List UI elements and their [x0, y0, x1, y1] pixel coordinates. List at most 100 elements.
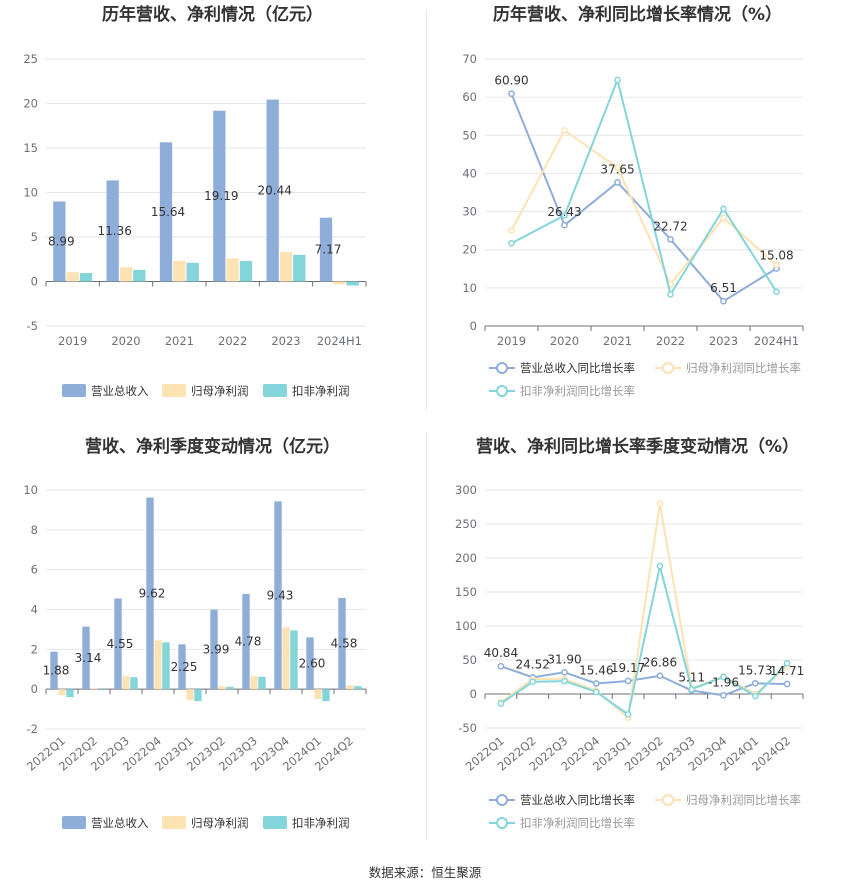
data-point [751, 692, 759, 700]
legend-label: 归母净利润 [191, 816, 249, 830]
x-tick-label: 2021 [603, 334, 632, 348]
bar [98, 689, 106, 691]
quarterly-bar-chart: 营收、净利季度变动情况（亿元）-202468102022Q12022Q22022… [23, 436, 367, 830]
y-tick-label: 0 [31, 682, 38, 696]
y-tick-label: 25 [23, 52, 38, 66]
annual-growth-line-chart: 历年营收、净利同比增长率情况（%） 0 10 20 30 40 50 60 70 2019 2020… [462, 4, 804, 398]
legend-swatch-marker [496, 362, 508, 374]
data-label: 8.99 [48, 234, 75, 248]
data-point [497, 662, 505, 670]
x-tick-label: 2023 [709, 334, 738, 348]
bar [239, 261, 253, 282]
bar [66, 689, 74, 698]
x-tick-label: 2023 [271, 334, 300, 348]
annual-bar-chart-panel: 历年营收、净利情况（亿元） -5 0 5 10 15 20 25 2019 2020 2021 202… [0, 0, 425, 410]
y-tick-label: 4 [31, 603, 38, 617]
data-point [783, 680, 791, 688]
data-point [720, 205, 727, 213]
data-label: 26.86 [643, 656, 677, 670]
y-tick-label: 20 [23, 97, 38, 111]
y-tick-label: 0 [470, 687, 477, 701]
data-label: 11.36 [97, 224, 131, 238]
legend-label: 营业总收入同比增长率 [520, 793, 635, 807]
x-tick-label: 2020 [111, 334, 140, 348]
y-tick-label: 200 [455, 551, 477, 565]
legend-label: 扣非净利润 [292, 384, 350, 398]
x-tick-label: 2024H1 [317, 334, 362, 348]
data-label: 40.84 [484, 646, 518, 660]
y-tick-label: 40 [462, 166, 477, 180]
bar [258, 676, 266, 690]
legend-swatch-marker [496, 385, 508, 397]
y-tick-label: -2 [27, 722, 38, 736]
data-label: 20.44 [257, 184, 291, 198]
data-point [720, 673, 727, 681]
y-tick-label: -5 [27, 319, 38, 333]
data-point [614, 164, 621, 172]
bar [133, 269, 146, 282]
data-label: 24.52 [516, 657, 550, 671]
data-label: 4.55 [107, 637, 134, 651]
series-line [511, 76, 778, 297]
series-line [500, 665, 788, 697]
y-tick-label: 10 [462, 281, 477, 295]
data-point [561, 126, 568, 134]
data-point [720, 297, 727, 305]
data-label: 15.64 [151, 205, 185, 219]
data-point [624, 677, 632, 685]
bar [314, 689, 322, 700]
data-label: 15.08 [759, 248, 793, 262]
data-label: 15.46 [579, 663, 613, 677]
data-point [773, 288, 780, 296]
legend-swatch-marker [496, 794, 508, 806]
legend-label: 营业总收入 [91, 816, 149, 830]
legend-swatch-marker [662, 362, 674, 374]
legend-swatch [263, 816, 287, 829]
y-tick-label: 250 [455, 517, 477, 531]
bar [226, 686, 234, 690]
x-tick-label: 2024H1 [754, 334, 799, 348]
data-label: 2.25 [171, 660, 198, 674]
chart-title: 历年营收、净利情况（亿元） [102, 4, 323, 25]
bar [50, 651, 58, 690]
data-point [656, 562, 664, 570]
quarterly-bar-chart-panel: 营收、净利季度变动情况（亿元） -2 0 2 4 6 8 10 2022Q1 2022Q2 2022… [0, 430, 425, 850]
vertical-divider [426, 10, 427, 410]
y-tick-label: 10 [23, 186, 38, 200]
data-label: 60.90 [494, 74, 528, 88]
series-line [510, 93, 778, 303]
bar [226, 258, 239, 282]
bar [279, 252, 293, 282]
data-point [720, 691, 727, 699]
data-label: 37.65 [600, 162, 634, 176]
bar [162, 642, 170, 690]
chart-title: 历年营收、净利同比增长率情况（%） [493, 4, 782, 25]
y-tick-label: 70 [462, 52, 477, 66]
series-line [500, 503, 788, 720]
bar [90, 688, 98, 690]
bar [122, 676, 130, 690]
bar [130, 677, 138, 690]
bar [266, 99, 279, 282]
legend-label: 归母净利润同比增长率 [686, 793, 801, 807]
data-point [720, 214, 727, 222]
x-tick-label: 2022 [656, 334, 685, 348]
bar [159, 142, 173, 282]
bar [293, 254, 306, 282]
x-tick-label: 2022 [218, 334, 247, 348]
x-tick-label: 2021 [165, 334, 194, 348]
quarterly-growth-line-chart-panel: 营收、净利同比增长率季度变动情况（%） -50 0 50 100 150 200 250 300… [425, 430, 850, 850]
y-tick-label: 50 [462, 653, 477, 667]
data-label: 3.14 [75, 651, 102, 665]
bar [290, 630, 298, 690]
data-point [592, 680, 600, 687]
data-label: 6.51 [710, 281, 737, 295]
legend-swatch [162, 384, 186, 397]
data-point [508, 227, 515, 234]
bar [66, 272, 79, 282]
chart-title: 营收、净利同比增长率季度变动情况（%） [476, 436, 799, 457]
y-tick-label: 15 [23, 141, 38, 155]
y-tick-label: 100 [455, 619, 477, 633]
annual-bar-chart: 历年营收、净利情况（亿元） -5 0 5 10 15 20 25 2019 2020 2021 202… [23, 4, 367, 398]
legend-label: 营业总收入 [91, 384, 149, 398]
